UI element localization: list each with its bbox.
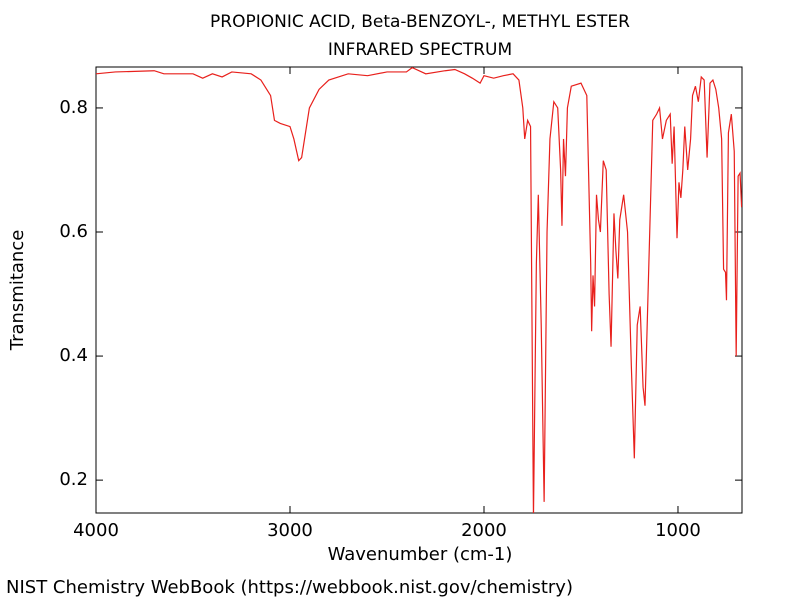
x-axis-label: Wavenumber (cm-1) — [328, 544, 513, 565]
spectrum-line — [96, 67, 742, 513]
y-axis-label: Transmitance — [7, 230, 28, 352]
plot-frame — [95, 66, 743, 514]
x-tick-label: 2000 — [461, 520, 507, 541]
x-tick-label: 1000 — [655, 520, 701, 541]
chart-title: PROPIONIC ACID, Beta-BENZOYL-, METHYL ES… — [210, 12, 630, 32]
x-tick-label: 3000 — [267, 520, 313, 541]
y-tick-label: 0.4 — [59, 345, 88, 366]
y-tick-label: 0.6 — [59, 221, 88, 242]
y-tick-label: 0.2 — [59, 469, 88, 490]
x-tick-label: 4000 — [73, 520, 119, 541]
chart-subtitle: INFRARED SPECTRUM — [328, 40, 512, 60]
y-tick-label: 0.8 — [59, 97, 88, 118]
source-note: NIST Chemistry WebBook (https://webbook.… — [6, 577, 573, 598]
